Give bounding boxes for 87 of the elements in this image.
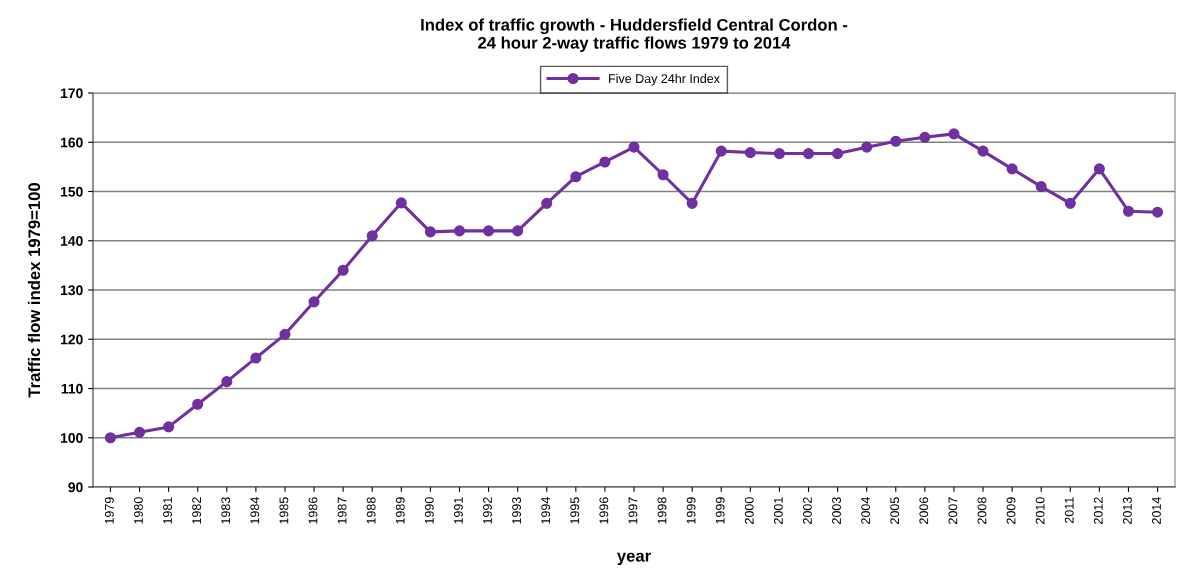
- x-tick-label: 1987: [337, 497, 347, 524]
- point: [919, 131, 931, 143]
- x-tick-label: 2006: [919, 497, 929, 524]
- point: [1122, 205, 1135, 217]
- y-axis-title: Traffic flow index 1979=100: [27, 182, 41, 398]
- y-tick-label: 90: [68, 482, 83, 493]
- point: [977, 145, 989, 157]
- point: [250, 352, 262, 364]
- y-tick-label: 130: [60, 285, 83, 296]
- x-tick-label: 1996: [599, 497, 609, 524]
- x-tick-label: 1998: [657, 497, 667, 524]
- point: [1093, 163, 1105, 175]
- x-tick-label: 2000: [744, 497, 754, 524]
- x-tick-label: 2005: [890, 497, 900, 524]
- x-tick-label: 1993: [512, 497, 522, 524]
- x-tick-label: 1982: [192, 497, 202, 524]
- x-tick-label: 2014: [1152, 497, 1161, 524]
- point: [1151, 206, 1164, 218]
- point: [366, 230, 378, 242]
- point: [483, 225, 495, 237]
- x-tick-label: 1994: [541, 497, 551, 524]
- y-tick-label: 150: [60, 186, 83, 197]
- point: [861, 141, 873, 153]
- x-tick-label: 2001: [773, 497, 783, 524]
- point: [948, 128, 960, 140]
- point: [570, 171, 582, 183]
- point: [890, 135, 902, 147]
- x-tick-label: 2004: [861, 497, 871, 524]
- point: [512, 225, 524, 237]
- point: [395, 197, 407, 209]
- x-tick-label: 2013: [1122, 497, 1132, 524]
- x-tick-label: 1984: [250, 497, 260, 524]
- x-tick-label: 1979: [104, 497, 114, 524]
- point: [1035, 181, 1047, 193]
- x-tick-label: 1990: [424, 497, 434, 524]
- point: [832, 148, 844, 160]
- x-tick-label: 1988: [366, 497, 376, 524]
- point: [715, 145, 727, 157]
- point: [308, 296, 320, 308]
- point: [744, 147, 756, 159]
- point: [599, 156, 611, 168]
- x-tick-label: 2003: [832, 497, 841, 524]
- point: [541, 197, 553, 209]
- x-tick-label: 1989: [395, 497, 405, 524]
- y-tick-label: 100: [60, 433, 83, 443]
- y-tick-label: 160: [60, 137, 83, 148]
- x-tick-label: 2008: [977, 497, 987, 524]
- point: [1064, 197, 1076, 209]
- x-tick-label: 1999: [715, 497, 725, 524]
- legend-label: Five Day 24hr Index: [609, 73, 720, 86]
- y-tick-label: 140: [60, 236, 83, 246]
- x-tick-label: 1983: [221, 497, 231, 524]
- point: [104, 432, 117, 444]
- point: [279, 328, 291, 340]
- x-tick-label: 1985: [279, 497, 289, 524]
- x-tick-label: 1986: [308, 497, 318, 524]
- x-tick-label: 2011: [1064, 497, 1074, 523]
- point: [657, 169, 669, 181]
- point: [773, 148, 785, 160]
- x-tick-label: 2009: [1006, 497, 1016, 524]
- x-tick-label: 1981: [163, 497, 172, 524]
- chart-title: Index of traffic growth - Huddersfield Central Cordon - 24 hour 2-way traffic flows 1979 to 2014: [421, 18, 848, 53]
- x-tick-label: 2012: [1093, 497, 1103, 524]
- y-tick-label: 170: [60, 88, 83, 99]
- point: [1006, 163, 1018, 175]
- x-tick-label: 1997: [628, 497, 638, 524]
- x-tick-label: 2007: [948, 497, 958, 524]
- x-tick-label: 1980: [134, 497, 143, 524]
- point: [453, 225, 466, 237]
- point: [628, 141, 640, 153]
- x-tick-label: 1992: [483, 497, 492, 524]
- y-tick-label: 120: [60, 334, 83, 345]
- x-tick-label: 1999: [686, 497, 696, 524]
- x-tick-label: 1995: [570, 497, 580, 524]
- x-tick-label: 2002: [803, 497, 812, 524]
- point: [686, 197, 698, 209]
- point: [221, 376, 233, 388]
- point: [163, 421, 175, 433]
- x-tick-label: 1991: [453, 497, 463, 524]
- x-axis-title: year: [616, 552, 651, 566]
- point: [802, 148, 815, 160]
- point: [192, 398, 204, 410]
- point: [133, 426, 146, 438]
- x-tick-label: 2010: [1035, 497, 1045, 524]
- point: [337, 264, 349, 276]
- point: [424, 226, 436, 238]
- y-tick-label: 110: [61, 383, 83, 394]
